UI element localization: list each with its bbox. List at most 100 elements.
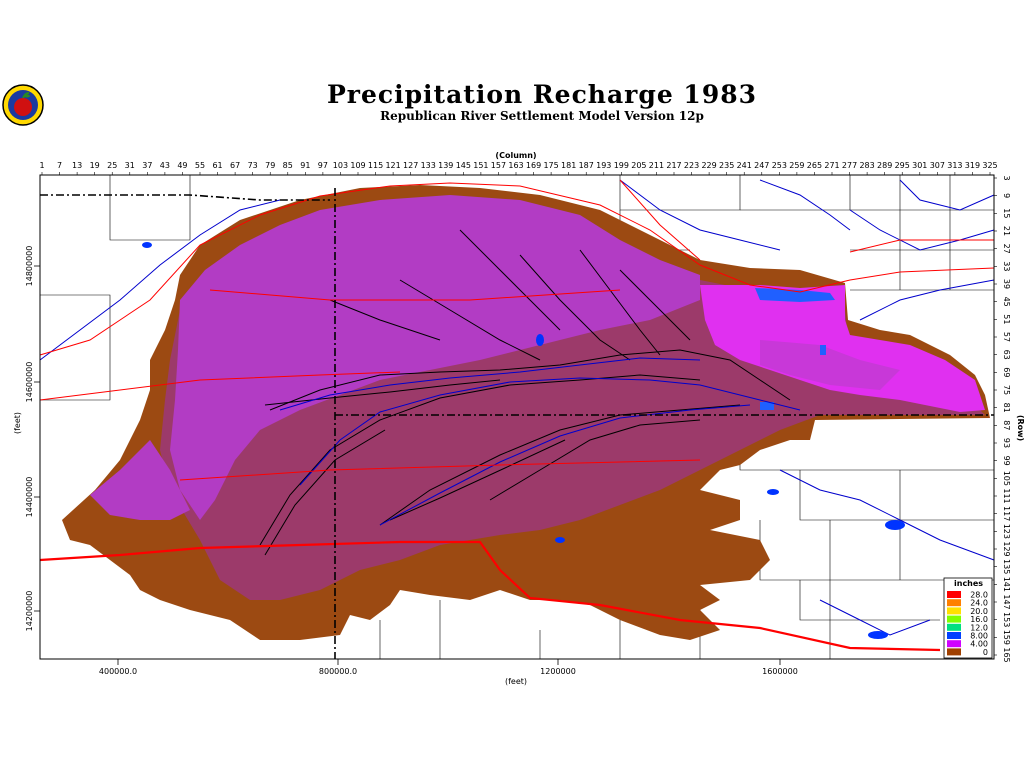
- column-tick-label: 73: [248, 161, 258, 170]
- legend-swatch: [947, 632, 961, 639]
- column-tick-label: 271: [824, 161, 839, 170]
- row-tick-label: 21: [1002, 226, 1011, 236]
- row-tick-label: 15: [1002, 208, 1011, 218]
- column-tick-label: 25: [107, 161, 117, 170]
- column-tick-label: 307: [930, 161, 945, 170]
- column-tick-label: 205: [631, 161, 646, 170]
- row-tick-label: 99: [1002, 456, 1011, 466]
- column-tick-label: 247: [754, 161, 769, 170]
- column-tick-label: 1: [39, 161, 44, 170]
- y-tick-label: 14600000: [25, 362, 34, 403]
- legend-entry-label: 16.0: [970, 615, 988, 624]
- legend-entry-label: 4.00: [970, 640, 988, 649]
- column-tick-label: 241: [737, 161, 752, 170]
- y-axis-ticks: 14800000 14600000 14400000 14200000: [25, 246, 40, 632]
- legend-swatch: [947, 615, 961, 623]
- row-tick-label: 141: [1002, 577, 1011, 592]
- column-tick-label: 37: [142, 161, 152, 170]
- row-tick-label: 123: [1002, 524, 1011, 539]
- x-tick-label: 1600000: [762, 667, 798, 676]
- legend-swatch: [947, 623, 961, 631]
- legend-entry-label: 0: [983, 648, 988, 657]
- column-tick-label: 235: [719, 161, 734, 170]
- column-tick-label: 43: [160, 161, 170, 170]
- column-tick-label: 175: [543, 161, 558, 170]
- row-tick-label: 51: [1002, 314, 1011, 324]
- reservoirs: [142, 242, 905, 639]
- column-tick-label: 265: [807, 161, 822, 170]
- legend-swatch: [947, 648, 961, 656]
- column-tick-label: 97: [318, 161, 328, 170]
- row-ticks: 3915212733394551576369758187939910511111…: [994, 175, 1011, 663]
- x-axis-ticks: 400000.0 800000.0 1200000 1600000: [99, 659, 798, 676]
- column-axis-label: (Column): [495, 151, 536, 160]
- column-tick-label: 79: [265, 161, 275, 170]
- row-tick-label: 153: [1002, 612, 1011, 627]
- column-tick-label: 19: [90, 161, 100, 170]
- row-tick-label: 27: [1002, 244, 1011, 254]
- stream-corridors: [259, 229, 791, 556]
- row-tick-label: 3: [1002, 175, 1011, 180]
- legend-swatch: [947, 640, 961, 648]
- row-tick-label: 81: [1002, 403, 1011, 413]
- column-tick-label: 253: [772, 161, 787, 170]
- x-tick-label: 1200000: [540, 667, 576, 676]
- row-tick-label: 57: [1002, 332, 1011, 342]
- row-tick-label: 135: [1002, 559, 1011, 574]
- row-tick-label: 63: [1002, 350, 1011, 360]
- column-tick-label: 259: [789, 161, 804, 170]
- column-tick-label: 193: [596, 161, 611, 170]
- y-tick-label: 14400000: [25, 477, 34, 518]
- row-tick-label: 93: [1002, 438, 1011, 448]
- column-tick-label: 115: [368, 161, 383, 170]
- column-tick-label: 109: [350, 161, 365, 170]
- row-tick-label: 33: [1002, 261, 1011, 271]
- column-tick-label: 325: [982, 161, 997, 170]
- column-tick-label: 127: [403, 161, 418, 170]
- column-tick-label: 211: [649, 161, 664, 170]
- y-tick-label: 14200000: [25, 591, 34, 632]
- row-tick-label: 159: [1002, 630, 1011, 645]
- column-ticks: 1 7 13 19 25 31 37 43 49 55 61 67 73 79 85 91 97 103 109 11…: [39, 161, 998, 175]
- column-tick-label: 289: [877, 161, 892, 170]
- map-subtitle: Republican River Settlement Model Versio…: [380, 109, 704, 123]
- legend-entry-label: 8.00: [970, 632, 988, 641]
- row-tick-label: 117: [1002, 506, 1011, 521]
- legend-swatch: [947, 591, 961, 598]
- rivers: [39, 179, 995, 636]
- row-tick-label: 9: [1002, 193, 1011, 198]
- row-tick-label: 69: [1002, 367, 1011, 377]
- column-tick-label: 31: [125, 161, 135, 170]
- column-tick-label: 139: [438, 161, 453, 170]
- column-tick-label: 103: [333, 161, 348, 170]
- legend-title: inches: [954, 579, 983, 588]
- column-tick-label: 67: [230, 161, 240, 170]
- row-tick-label: 129: [1002, 541, 1011, 556]
- column-tick-label: 295: [895, 161, 910, 170]
- recharge-raster: [62, 185, 990, 640]
- legend-entry-label: 12.0: [970, 623, 988, 632]
- column-tick-label: 13: [72, 161, 82, 170]
- x-tick-label: 800000.0: [319, 667, 357, 676]
- row-tick-label: 105: [1002, 471, 1011, 486]
- legend-entry-label: 20.0: [970, 607, 988, 616]
- column-tick-label: 133: [421, 161, 436, 170]
- column-tick-label: 91: [300, 161, 310, 170]
- column-tick-label: 181: [561, 161, 576, 170]
- y-axis-label: (feet): [13, 412, 22, 434]
- column-tick-label: 187: [579, 161, 594, 170]
- legend-swatch: [947, 599, 961, 607]
- legend: inches 28.024.020.016.012.08.004.000: [943, 577, 993, 659]
- column-tick-label: 283: [859, 161, 874, 170]
- column-tick-label: 223: [684, 161, 699, 170]
- row-tick-label: 165: [1002, 647, 1011, 662]
- y-tick-label: 14800000: [25, 246, 34, 287]
- state-boundaries: [40, 188, 994, 659]
- column-tick-label: 199: [614, 161, 629, 170]
- column-tick-label: 229: [701, 161, 716, 170]
- row-tick-label: 39: [1002, 279, 1011, 289]
- logo: [2, 84, 44, 126]
- column-tick-label: 61: [212, 161, 222, 170]
- row-tick-label: 75: [1002, 385, 1011, 395]
